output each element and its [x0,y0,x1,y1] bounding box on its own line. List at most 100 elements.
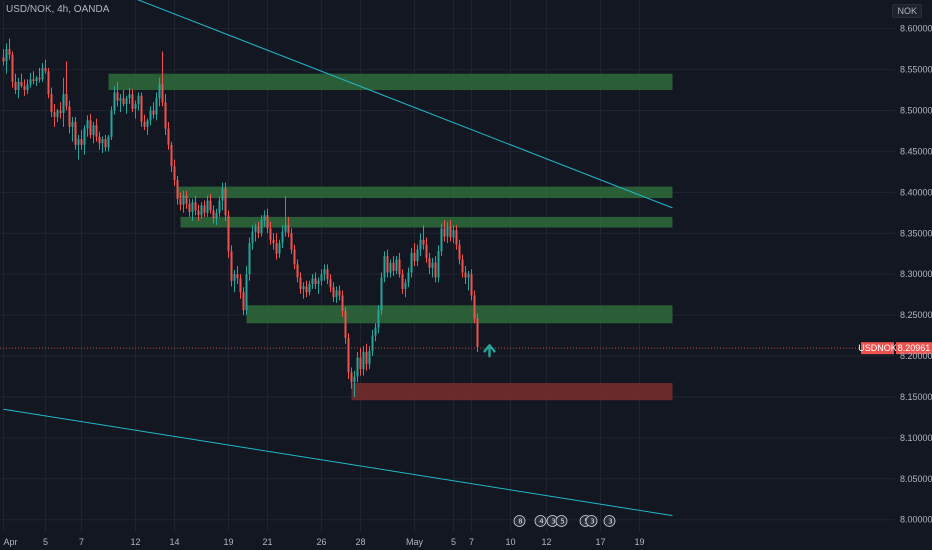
candle-body-32 [98,136,101,144]
candle-body-149 [449,226,452,238]
candle-body-23 [71,121,74,127]
y-tick-label-5: 8.35000 [900,228,932,238]
candle-body-70 [212,210,215,219]
y-tick-label-1: 8.55000 [900,65,932,75]
candle-body-55 [167,128,170,145]
candle-body-101 [305,286,308,293]
last-price-value-bg [896,342,932,355]
x-tick-label-5: 19 [223,537,233,547]
candle-body-71 [215,212,218,219]
candle-body-158 [476,318,479,348]
candle-body-31 [95,125,98,137]
event-label-6: 3 [608,518,612,526]
chart-title: USD/NOK, 4h, OANDA [6,4,110,15]
candle-body-84 [254,226,257,232]
candle-body-133 [401,274,404,289]
x-axis: Apr 5 7 12 14 19 21 26 28 May 5 7 10 12 17 19 [4,537,645,547]
candle-body-110 [332,287,335,298]
currency-badge[interactable]: NOK [892,4,922,18]
x-tick-label-4: 14 [169,537,179,547]
candle-body-147 [443,228,446,237]
candle-body-118 [356,357,359,377]
candle-body-109 [329,279,332,288]
candle-body-92 [278,243,281,254]
y-tick-label-12: 8.00000 [900,515,932,525]
candle-body-148 [446,226,449,237]
candle-body-73 [221,188,224,201]
candle-body-69 [209,200,212,211]
candle-body-28 [86,120,89,129]
candle-body-66 [200,205,203,216]
candle-body-105 [317,280,320,285]
event-circle-0 [513,515,526,527]
candle-body-99 [299,277,302,289]
candle-body-4 [14,81,17,91]
candle-body-142 [428,257,431,268]
candle-body-21 [65,94,68,107]
candle-body-79 [239,278,242,293]
candle-body-113 [341,295,344,312]
candle-body-153 [461,259,464,273]
candle-body-65 [197,210,200,216]
candle-body-8 [26,84,29,91]
candle-body-57 [173,166,176,181]
trendline-0 [137,0,673,209]
candle-body-103 [311,278,314,285]
candle-body-14 [44,67,47,72]
candle-body-120 [362,351,365,370]
candle-body-115 [347,338,350,373]
candle-body-62 [188,203,191,212]
candle-body-12 [38,77,41,80]
candle-body-156 [470,274,473,296]
candle-body-9 [29,79,32,85]
candle-body-81 [245,274,248,311]
candle-body-34 [104,139,107,148]
trendline-1 [3,408,673,517]
x-tick-label-12: 10 [505,537,515,547]
candle-body-35 [107,136,110,148]
zone-green-1 [177,186,673,199]
event-circle-3 [555,515,568,527]
candle-body-37 [113,92,116,111]
candle-body-61 [185,195,188,204]
last-price-symbol-bg [861,342,894,355]
candle-body-36 [110,110,113,137]
candle-body-56 [170,144,173,167]
candle-body-107 [323,269,326,275]
candle-body-95 [287,225,290,234]
x-tick-label-15: 19 [634,537,644,547]
zone-green-0 [108,73,673,91]
candle-body-67 [203,205,206,213]
candle-body-100 [302,286,305,289]
candle-body-7 [23,85,26,91]
candle-body-42 [128,94,131,99]
candle-body-17 [53,112,56,118]
candle-body-129 [389,262,392,273]
candle-body-18 [56,110,59,118]
candle-body-47 [143,121,146,127]
candle-body-29 [89,120,92,136]
event-label-1: 4 [539,518,544,526]
candle-body-117 [353,376,356,383]
candle-body-124 [374,327,377,336]
candle-body-88 [266,215,269,229]
candle-body-119 [359,357,362,370]
candle-body-93 [281,231,284,244]
x-tick-label-11: 7 [469,537,474,547]
candle-body-112 [338,290,341,296]
candle-body-5 [17,81,20,91]
candle-body-30 [92,125,95,136]
candle-body-44 [134,103,137,109]
candle-body-64 [194,202,197,211]
candle-body-10 [32,79,35,82]
event-label-5: 3 [590,518,594,526]
x-tick-label-2: 7 [79,537,84,547]
candle-body-97 [293,249,296,265]
candle-body-151 [455,229,458,245]
candle-body-134 [404,282,407,289]
zone-green-3 [246,305,673,324]
event-circle-6 [603,515,616,527]
candle-body-39 [119,98,122,101]
candle-body-20 [62,94,65,113]
